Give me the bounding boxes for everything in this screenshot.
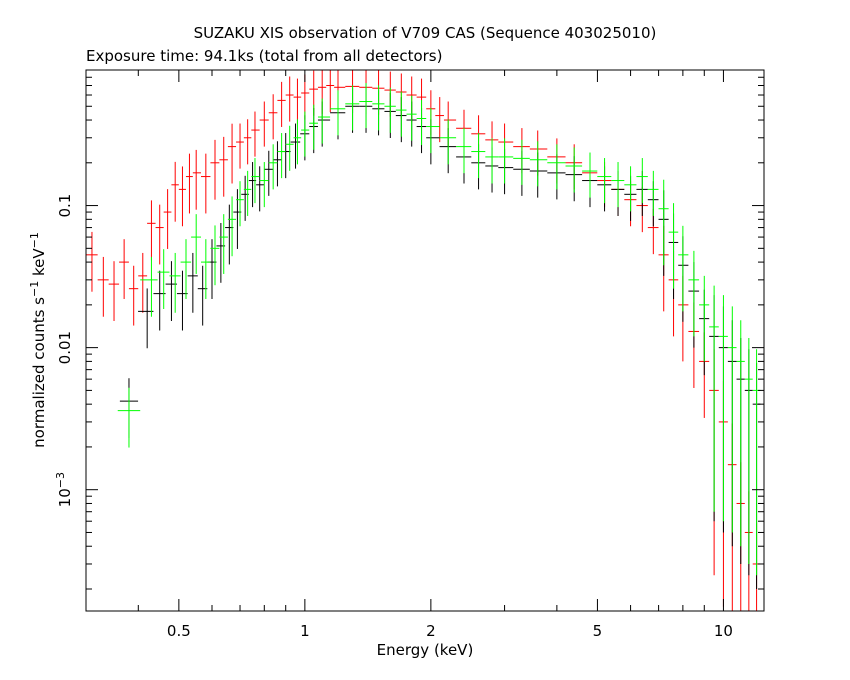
- y-tick-label: 0.1: [56, 194, 74, 218]
- x-tick-label: 1: [300, 622, 310, 640]
- plot-frame: [85, 69, 765, 612]
- x-tick-label: 0.5: [167, 622, 191, 640]
- chart-title: SUZAKU XIS observation of V709 CAS (Sequ…: [194, 24, 657, 42]
- series-0: [86, 70, 761, 611]
- y-axis-label: normalized counts s−1 keV−1: [28, 232, 48, 448]
- y-tick-label: 0.01: [56, 331, 74, 364]
- data-series-layer: [86, 70, 761, 611]
- x-axis-label: Energy (keV): [377, 641, 474, 659]
- chart-subtitle: Exposure time: 94.1ks (total from all de…: [86, 47, 442, 65]
- axis-ticks: [85, 69, 764, 611]
- y-tick-label: 10−3: [54, 472, 74, 507]
- x-tick-label: 2: [426, 622, 436, 640]
- series-2: [117, 83, 761, 576]
- x-tick-label: 10: [714, 622, 733, 640]
- tick-labels: 0.5 1 2 5 10 0.1 0.01 10−3: [54, 194, 733, 640]
- x-tick-label: 5: [593, 622, 603, 640]
